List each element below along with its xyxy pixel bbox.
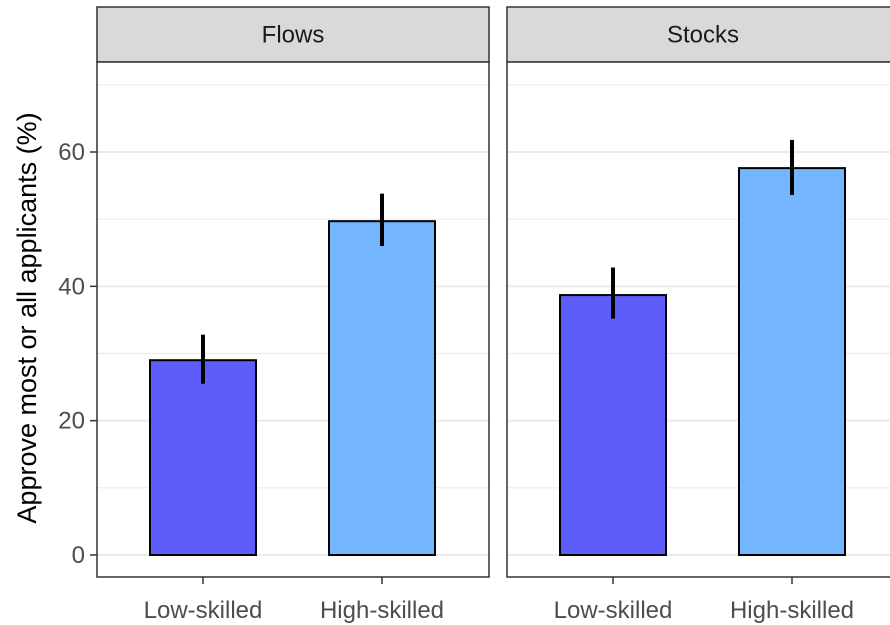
bar-low-skilled xyxy=(559,294,667,556)
strip-background xyxy=(96,6,490,63)
y-tick-label: 0 xyxy=(72,542,85,569)
x-tick-label: High-skilled xyxy=(730,597,854,624)
bar-low-skilled xyxy=(149,359,257,557)
panel-flows: Flows Low-skilled High-skilled 0 20 40 60 xyxy=(58,6,490,624)
y-axis-title: Approve most or all applicants (%) xyxy=(12,112,42,523)
bar-high-skilled xyxy=(738,167,846,556)
panel-stocks: Stocks Low-skilled High-skilled xyxy=(506,6,890,624)
x-tick-label: Low-skilled xyxy=(144,597,263,624)
panels: Flows Low-skilled High-skilled 0 20 40 60 Stock… xyxy=(58,6,890,624)
x-tick-label: High-skilled xyxy=(320,597,444,624)
y-tick-label: 20 xyxy=(58,408,85,435)
bar-high-skilled xyxy=(328,220,436,556)
y-tick-label: 60 xyxy=(58,139,85,166)
x-tick-label: Low-skilled xyxy=(554,597,673,624)
strip-background xyxy=(506,6,890,63)
y-tick-label: 40 xyxy=(58,273,85,300)
panel-border xyxy=(96,61,490,578)
strip-label: Flows xyxy=(262,22,325,49)
strip-label: Stocks xyxy=(667,22,739,49)
panel-border xyxy=(506,61,890,578)
